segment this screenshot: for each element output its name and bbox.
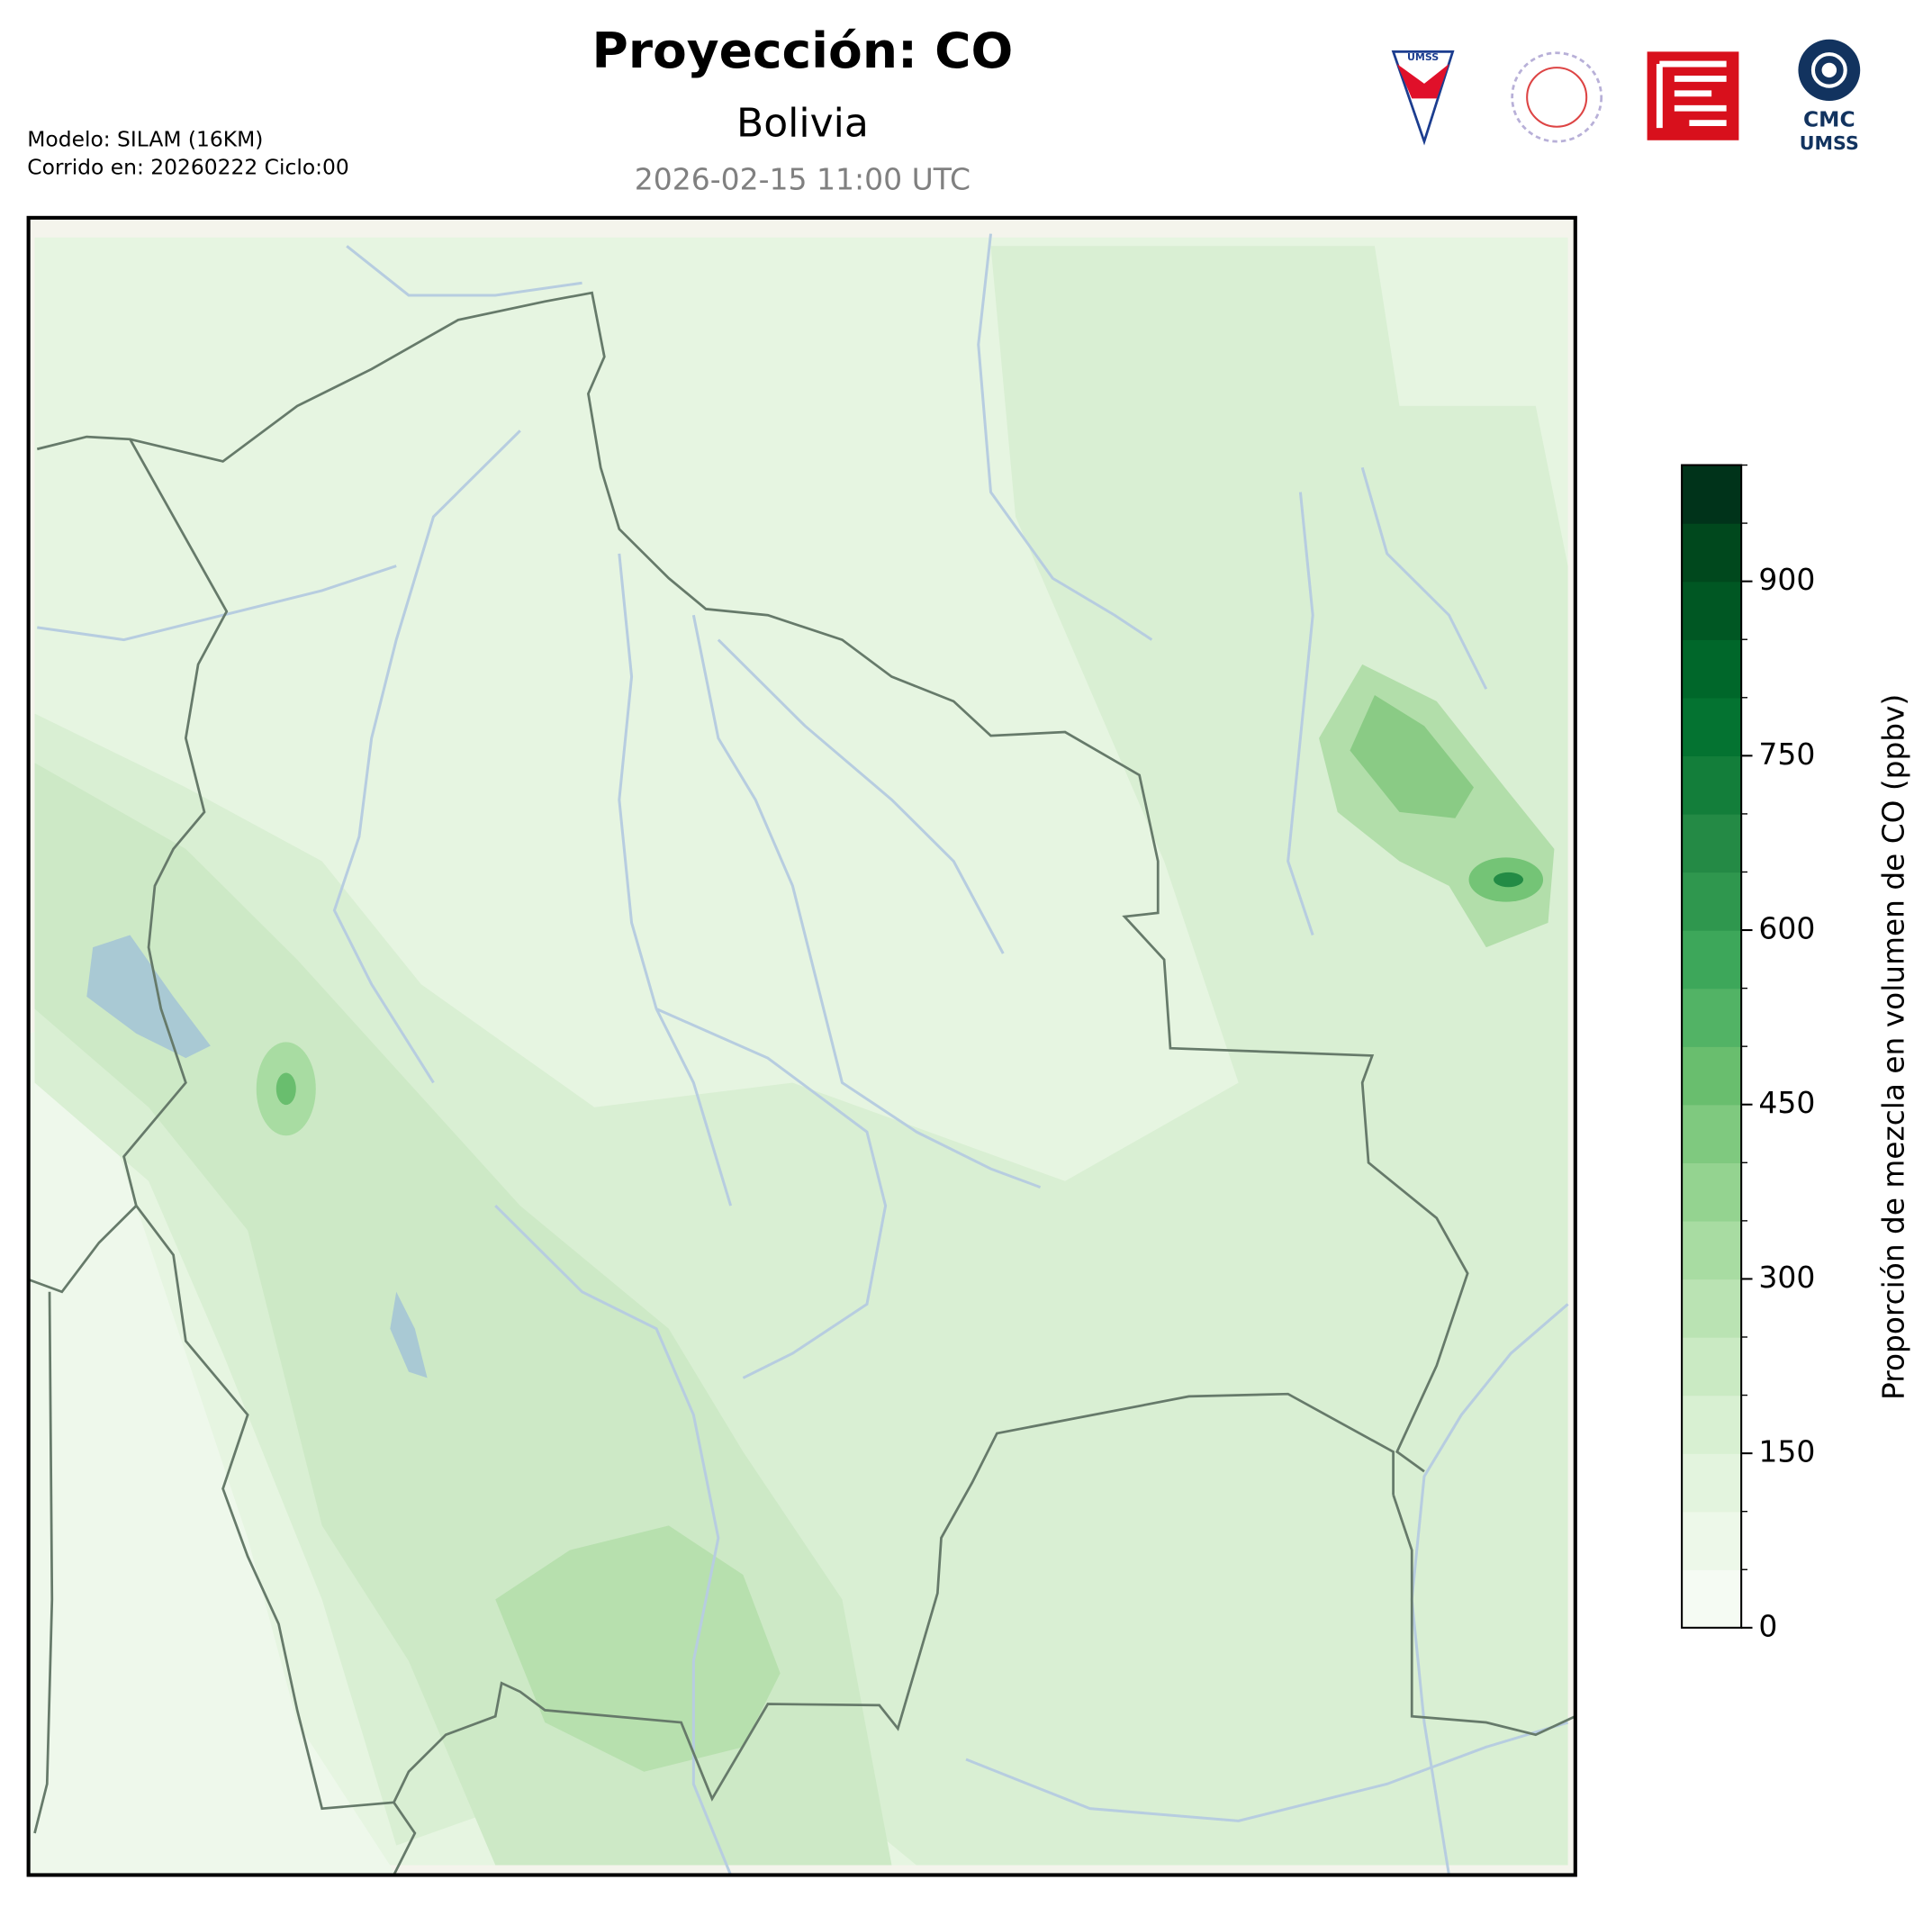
colorbar-band (1682, 523, 1742, 583)
tick-label: 600 (1758, 911, 1815, 946)
river (37, 565, 397, 642)
colorbar-band (1682, 755, 1742, 815)
colorbar-band (1682, 930, 1742, 990)
field-low (28, 1021, 397, 1875)
colorbar-band (1682, 465, 1742, 524)
logo-fisica (1511, 51, 1603, 143)
colorbar-band (1682, 639, 1742, 699)
logo-cmc: CMC UMSS (1798, 39, 1861, 154)
colorbar-band (1682, 1279, 1742, 1338)
lake (86, 935, 211, 1059)
logo-text: CMC (1803, 107, 1855, 131)
tick-label: 300 (1758, 1260, 1815, 1295)
colorbar-band (1682, 1511, 1742, 1570)
border (28, 1205, 417, 1875)
logo-text: UMSS (1800, 132, 1859, 154)
field-peak (1494, 872, 1524, 888)
logo-fcyt (1647, 51, 1739, 140)
model-info: Modelo: SILAM (16KM) (27, 127, 263, 151)
lake (390, 1291, 428, 1378)
border (122, 438, 1395, 1811)
colorbar-band (1682, 1220, 1742, 1280)
run-info: Corrido en: 20260222 Ciclo:00 (27, 156, 348, 180)
river (346, 245, 582, 297)
field-peak (275, 1072, 296, 1106)
river (655, 1008, 888, 1379)
river (717, 638, 1005, 954)
border (1392, 1494, 1575, 1737)
river (332, 429, 521, 1084)
region: Bolivia (736, 100, 869, 146)
tick-label: 900 (1758, 562, 1815, 597)
river (977, 233, 1153, 641)
colorbar-band (1682, 1104, 1742, 1163)
colorbar-band (1682, 1046, 1742, 1106)
river (494, 1205, 733, 1875)
river (1360, 466, 1488, 690)
logo-umss: UMSS (1391, 50, 1455, 146)
colorbar-band (1682, 1395, 1742, 1454)
colorbar-label: Proporción de mezcla en volumen de CO (p… (1875, 694, 1910, 1400)
colorbar-band (1682, 988, 1742, 1047)
tick-label: 750 (1758, 737, 1815, 772)
map (26, 215, 1577, 1877)
colorbar-band (1682, 1336, 1742, 1396)
field-peak (1350, 695, 1475, 818)
border (36, 291, 1469, 1473)
colorbar: 0 150 300 450 600 750 900 (1681, 464, 1815, 1643)
colorbar-band (1682, 1453, 1742, 1513)
tick-label: 0 (1758, 1608, 1777, 1643)
colorbar-band (1682, 872, 1742, 931)
tick-label: 450 (1758, 1085, 1815, 1120)
river (691, 614, 1042, 1189)
river (965, 1721, 1569, 1822)
river (1286, 492, 1314, 935)
valid-time: 2026-02-15 11:00 UTC (635, 161, 971, 196)
tick-label: 150 (1758, 1434, 1815, 1469)
colorbar-band (1682, 697, 1742, 757)
map-frame (26, 215, 1577, 1877)
colorbar-band (1682, 1162, 1742, 1222)
river (618, 553, 733, 1207)
title: Proyección: CO (592, 22, 1014, 79)
colorbar-band (1682, 813, 1742, 873)
logo-text: UMSS (1407, 51, 1439, 63)
colorbar-band (1682, 1569, 1742, 1629)
river (1410, 1303, 1569, 1875)
colorbar-band (1682, 581, 1742, 640)
